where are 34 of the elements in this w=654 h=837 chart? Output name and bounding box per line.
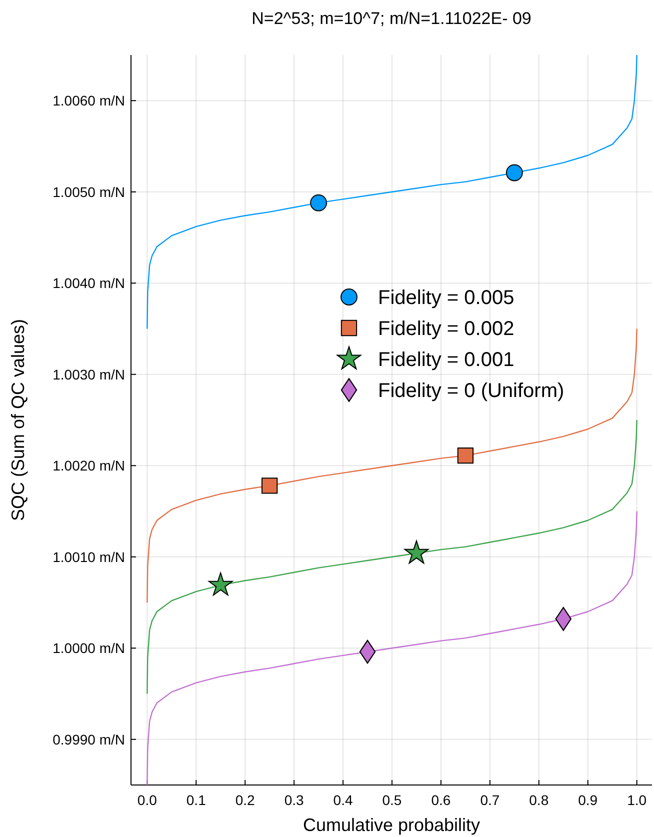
x-tick-label: 0.8 (529, 792, 549, 808)
y-tick-label: 1.0000 m/N (52, 640, 125, 656)
point (506, 164, 523, 182)
y-tick-label: 0.9990 m/N (52, 731, 125, 748)
y-tick-label: 1.0060 m/N (52, 92, 125, 109)
x-tick-label: 0.5 (382, 792, 402, 808)
point (261, 478, 278, 494)
x-tick-label: 0.7 (480, 792, 500, 808)
x-tick-label: 1.0 (627, 792, 647, 808)
x-tick-label: 0.9 (578, 792, 598, 808)
y-tick-label: 1.0010 m/N (52, 548, 125, 565)
point (404, 540, 429, 564)
y-tick-label: 1.0030 m/N (52, 366, 125, 382)
y-tick-label: 1.0040 m/N (52, 275, 125, 292)
x-axis-title: Cumulative probability (302, 815, 480, 835)
y-tick-label: 1.0020 m/N (52, 458, 125, 474)
chart-title: N=2^53; m=10^7; m/N=1.11022E- 09 (252, 9, 532, 28)
point (310, 194, 328, 212)
line-series (146, 419, 638, 694)
x-tick-label: 0.6 (431, 792, 451, 808)
x-tick-label: 0.0 (137, 792, 158, 808)
point (208, 572, 233, 596)
x-tick-label: 0.1 (186, 792, 206, 808)
legend-label: Fidelity = 0 (Uniform) (378, 380, 564, 402)
legend-label: Fidelity = 0.002 (378, 318, 514, 340)
line-series (146, 510, 638, 786)
y-tick-label: 1.0050 m/N (52, 184, 125, 200)
point (457, 448, 474, 464)
x-tick-label: 0.4 (333, 792, 353, 808)
x-tick-label: 0.2 (235, 792, 256, 808)
x-tick-label: 0.3 (284, 792, 304, 808)
legend-label: Fidelity = 0.005 (378, 287, 514, 309)
y-axis-title: SQC (Sum of QC values) (8, 318, 28, 522)
legend-label: Fidelity = 0.001 (378, 349, 514, 371)
